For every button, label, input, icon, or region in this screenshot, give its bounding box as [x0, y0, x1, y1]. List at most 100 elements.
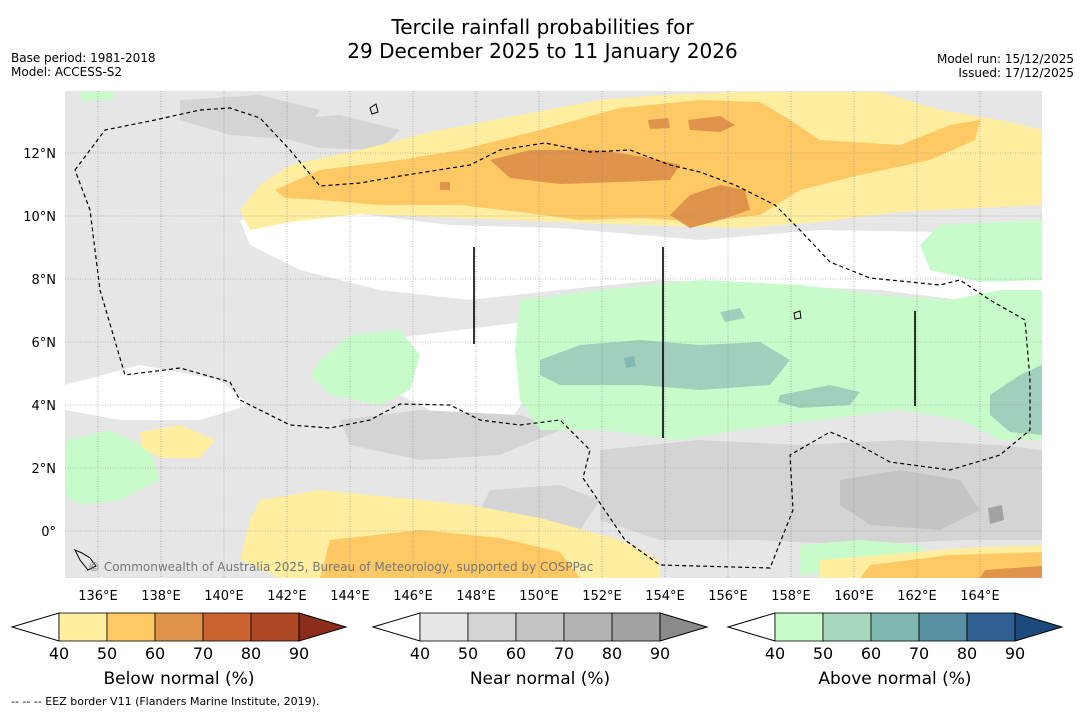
colorbar-segment [250, 612, 300, 642]
eez-footnote: -- -- -- EEZ border V11 (Flanders Marine… [11, 695, 320, 708]
longitude-label: 160°E [834, 589, 874, 604]
issued-label: Issued: 17/12/2025 [958, 66, 1074, 80]
colorbar-left-extension [726, 612, 776, 642]
colorbar-tick-label: 50 [458, 644, 478, 663]
below-normal-southeast-dark [980, 566, 1042, 578]
below-normal-north-dark-5 [440, 182, 450, 190]
island-outline-1 [369, 103, 379, 115]
colorbar-tick-label: 80 [241, 644, 261, 663]
colorbar-tick-label: 90 [1005, 644, 1025, 663]
model-run-label: Model run: 15/12/2025 [936, 52, 1074, 66]
colorbar-left-extension [371, 612, 421, 642]
colorbar-segment [106, 612, 156, 642]
base-period-label: Base period: 1981-2018 [11, 51, 156, 65]
longitude-label: 148°E [456, 589, 496, 604]
colorbar-title: Near normal (%) [470, 669, 610, 689]
island-outlines [73, 103, 802, 571]
longitude-label: 136°E [78, 589, 118, 604]
longitude-label: 154°E [645, 589, 685, 604]
colorbar-tick-label: 50 [813, 644, 833, 663]
colorbar-tick-label: 60 [506, 644, 526, 663]
colorbar-segment [515, 612, 565, 642]
colorbar-tick-label: 40 [410, 644, 430, 663]
below-normal-north-dark-3 [688, 116, 735, 132]
near-normal-patch-4 [340, 410, 560, 460]
above-normal-northeast [920, 220, 1042, 282]
colorbar-tick-label: 80 [602, 644, 622, 663]
latitude-label: 0° [41, 525, 56, 540]
longitude-label: 164°E [960, 589, 1000, 604]
colorbar-right-extension [298, 612, 348, 642]
colorbar-segment [822, 612, 872, 642]
island-outline-3 [73, 549, 97, 571]
latitude-label: 2°N [32, 462, 57, 477]
colorbar-title: Below normal (%) [104, 669, 255, 689]
colorbar-tick-label: 40 [765, 644, 785, 663]
colorbar-segment [202, 612, 252, 642]
colorbar-right-extension [1014, 612, 1064, 642]
eez-border-line [74, 107, 1031, 569]
colorbar-tick-label: 70 [909, 644, 929, 663]
graticule [65, 91, 1042, 578]
colorbar-segment [419, 612, 469, 642]
near-normal-patch-3 [600, 440, 1042, 545]
colorbar-legends: 40 50 60 70 80 90 Below normal (%) 40 50 60 70 80 90… [10, 612, 1064, 689]
below-normal-north-dark-1 [490, 150, 680, 184]
below-normal-north-dark-4 [648, 118, 670, 129]
colorbar-segment [870, 612, 920, 642]
above-normal-mid-central [540, 340, 790, 390]
longitude-label: 156°E [708, 589, 748, 604]
near-normal-patch-6 [840, 470, 980, 530]
colorbar-segment [58, 612, 108, 642]
near-normal-patch-2 [280, 115, 400, 150]
colorbar-tick-label: 90 [650, 644, 670, 663]
latitude-label: 4°N [32, 399, 57, 414]
above-normal-west [310, 330, 420, 405]
below-normal-north-dark-2 [670, 185, 750, 228]
colorbar-tick-label: 80 [957, 644, 977, 663]
colorbar-tick-label: 70 [193, 644, 213, 663]
longitude-label: 144°E [330, 589, 370, 604]
latitude-label: 6°N [32, 336, 57, 351]
below-normal-southwest-light [140, 425, 215, 458]
latitude-label: 10°N [23, 210, 56, 225]
colorbar-segment [563, 612, 613, 642]
map-title-line2: 29 December 2025 to 11 January 2026 [347, 39, 738, 63]
white-band-southwest [65, 365, 250, 420]
colorbar-segment [467, 612, 517, 642]
colorbar-left-extension [10, 612, 60, 642]
copyright-notice: © Commonwealth of Australia 2025, Bureau… [88, 560, 593, 574]
colorbar-tick-label: 70 [554, 644, 574, 663]
latitude-label: 12°N [23, 147, 56, 162]
above-normal-dark-spot [624, 356, 636, 368]
colorbar-segment [154, 612, 204, 642]
colorbar-right-extension [659, 612, 709, 642]
above-normal-mid-spot [720, 308, 745, 322]
latitude-labels: 12°N 10°N 8°N 6°N 4°N 2°N 0° [23, 147, 56, 540]
colorbar-segment [611, 612, 661, 642]
white-band-north [240, 210, 1042, 300]
longitude-label: 162°E [897, 589, 937, 604]
map-title-line1: Tercile rainfall probabilities for [391, 15, 694, 39]
longitude-label: 158°E [771, 589, 811, 604]
island-outline-2 [793, 310, 802, 320]
probability-field [65, 91, 1042, 578]
longitude-label: 150°E [519, 589, 559, 604]
white-band-mid [370, 320, 560, 420]
near-normal-patch-7 [988, 505, 1004, 524]
longitude-label: 152°E [582, 589, 622, 604]
colorbar-tick-label: 60 [145, 644, 165, 663]
model-label: Model: ACCESS-S2 [11, 65, 123, 79]
colorbar-title: Above normal (%) [818, 669, 971, 689]
longitude-label: 138°E [141, 589, 181, 604]
below-normal-south-mid [320, 530, 580, 578]
above-normal-mid-small [778, 385, 860, 408]
above-normal-northwest [80, 92, 115, 101]
colorbar-tick-label: 50 [97, 644, 117, 663]
colorbar-tick-label: 40 [49, 644, 69, 663]
colorbar-segment [774, 612, 824, 642]
meridian-bars [473, 247, 916, 438]
latitude-label: 8°N [32, 273, 57, 288]
colorbar-segment [966, 612, 1016, 642]
